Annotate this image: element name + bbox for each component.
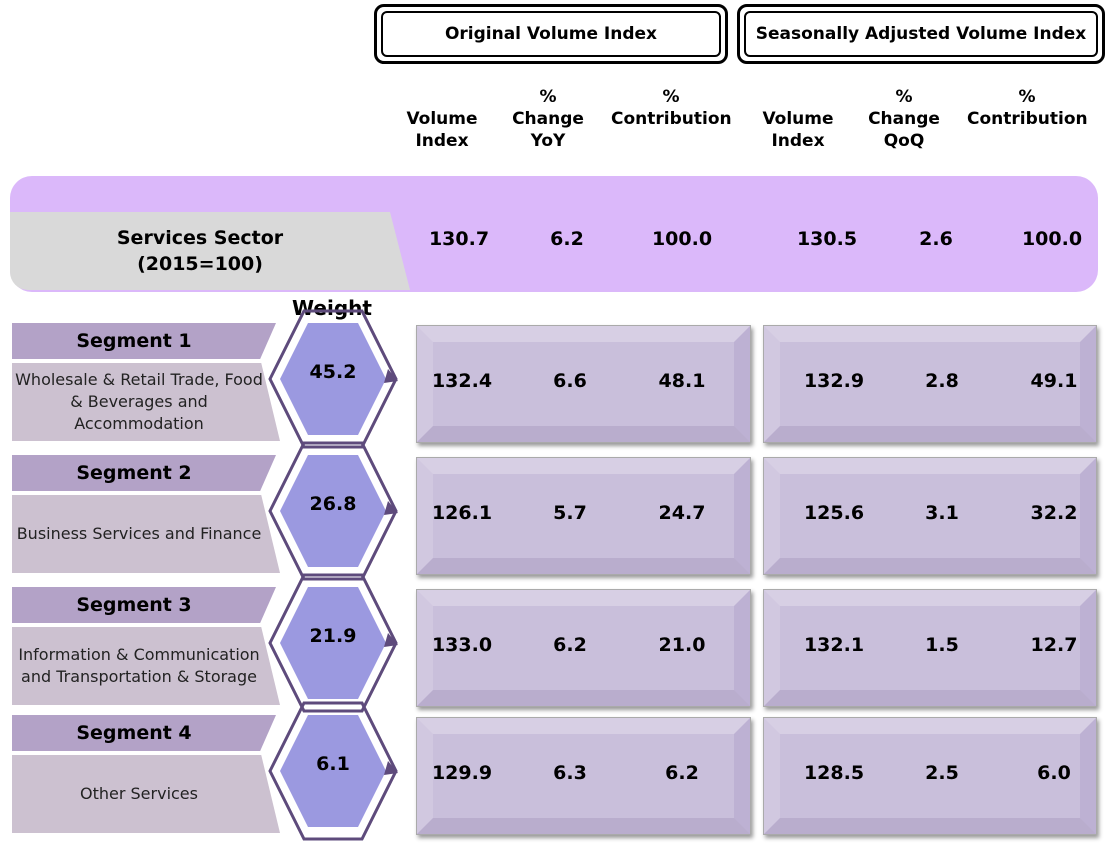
services-sector-label: Services Sector (2015=100) — [10, 212, 410, 290]
seasonal-values-box — [763, 589, 1097, 707]
column-header-text: % Change YoY — [512, 87, 584, 151]
original-values-box — [416, 589, 751, 707]
original-values-box — [416, 717, 751, 835]
hexagon-icon — [268, 441, 398, 581]
segment-value: 125.6 — [803, 502, 865, 524]
segment-value: 6.0 — [1037, 762, 1071, 784]
weight-hexagon: 21.9 — [268, 567, 398, 719]
hexagon-icon — [268, 573, 398, 713]
segment-header: Segment 1 — [12, 323, 276, 359]
sector-value: 100.0 — [651, 228, 713, 250]
column-header-text: % Contribution — [967, 87, 1088, 129]
segment-value: 32.2 — [1030, 502, 1078, 524]
segment-value: 132.1 — [803, 634, 865, 656]
segment-value: 128.5 — [803, 762, 865, 784]
column-header: % Contribution — [611, 86, 732, 130]
segment-header: Segment 2 — [12, 455, 276, 491]
segment-value: 126.1 — [431, 502, 493, 524]
segment-header: Segment 3 — [12, 587, 276, 623]
hexagon-icon — [268, 309, 398, 449]
column-header: Volume Index — [738, 108, 858, 152]
segment-value: 48.1 — [658, 370, 706, 392]
segment-value: 132.4 — [431, 370, 493, 392]
segment-value: 21.0 — [658, 634, 706, 656]
segment-value: 132.9 — [803, 370, 865, 392]
original-values-box — [416, 457, 751, 575]
segment-value: 3.1 — [925, 502, 959, 524]
segment-value: 24.7 — [658, 502, 706, 524]
segment-value: 49.1 — [1030, 370, 1078, 392]
sector-value: 100.0 — [1021, 228, 1083, 250]
seasonal-values-box — [763, 717, 1097, 835]
weight-value: 26.8 — [309, 493, 357, 515]
weight-hexagon: 45.2 — [268, 303, 398, 455]
sector-base: (2015=100) — [137, 253, 263, 275]
segment-value: 12.7 — [1030, 634, 1078, 656]
segment-description-text: Business Services and Finance — [16, 524, 262, 543]
weight-label: Weight — [292, 296, 372, 320]
segment-description: Other Services — [12, 755, 280, 833]
column-header: Volume Index — [382, 108, 502, 152]
sector-value: 2.6 — [919, 228, 953, 250]
segment-value: 133.0 — [431, 634, 493, 656]
seasonal-values-box — [763, 457, 1097, 575]
original-values-box — [416, 325, 751, 443]
segment-value: 1.5 — [925, 634, 959, 656]
segment-value: 6.2 — [553, 634, 587, 656]
segment-value: 6.3 — [553, 762, 587, 784]
column-header: % Change YoY — [488, 86, 608, 152]
segment-header: Segment 4 — [12, 715, 276, 751]
segment-description: Information & Communication and Transpor… — [12, 627, 280, 705]
weight-hexagon: 26.8 — [268, 435, 398, 587]
weight-hexagon: 6.1 — [268, 695, 398, 847]
column-header-text: Volume Index — [762, 109, 834, 151]
weight-value: 21.9 — [309, 625, 357, 647]
original-volume-index-header: Original Volume Index — [374, 4, 728, 64]
segment-description: Wholesale & Retail Trade, Food & Beverag… — [12, 363, 280, 441]
segment-value: 6.6 — [553, 370, 587, 392]
sector-value: 130.7 — [428, 228, 490, 250]
segment-value: 2.8 — [925, 370, 959, 392]
column-header: % Change QoQ — [844, 86, 964, 152]
weight-value: 45.2 — [309, 361, 357, 383]
segment-description-text: Information & Communication and Transpor… — [18, 645, 260, 686]
sector-title: Services Sector — [116, 227, 284, 249]
segment-value: 6.2 — [665, 762, 699, 784]
segment-description-text: Wholesale & Retail Trade, Food & Beverag… — [15, 370, 263, 433]
segment-value: 5.7 — [553, 502, 587, 524]
column-header-text: % Contribution — [611, 87, 732, 129]
weight-value: 6.1 — [316, 753, 350, 775]
seasonal-values-box — [763, 325, 1097, 443]
column-header: % Contribution — [967, 86, 1088, 130]
segment-description-text: Other Services — [80, 784, 198, 803]
seasonally-adjusted-header: Seasonally Adjusted Volume Index — [737, 4, 1105, 64]
segment-value: 2.5 — [925, 762, 959, 784]
segment-description: Business Services and Finance — [12, 495, 280, 573]
hexagon-icon — [268, 701, 398, 841]
column-header-text: % Change QoQ — [868, 87, 940, 151]
column-header-text: Volume Index — [406, 109, 478, 151]
sector-value: 6.2 — [550, 228, 584, 250]
segment-value: 129.9 — [431, 762, 493, 784]
sector-value: 130.5 — [796, 228, 858, 250]
